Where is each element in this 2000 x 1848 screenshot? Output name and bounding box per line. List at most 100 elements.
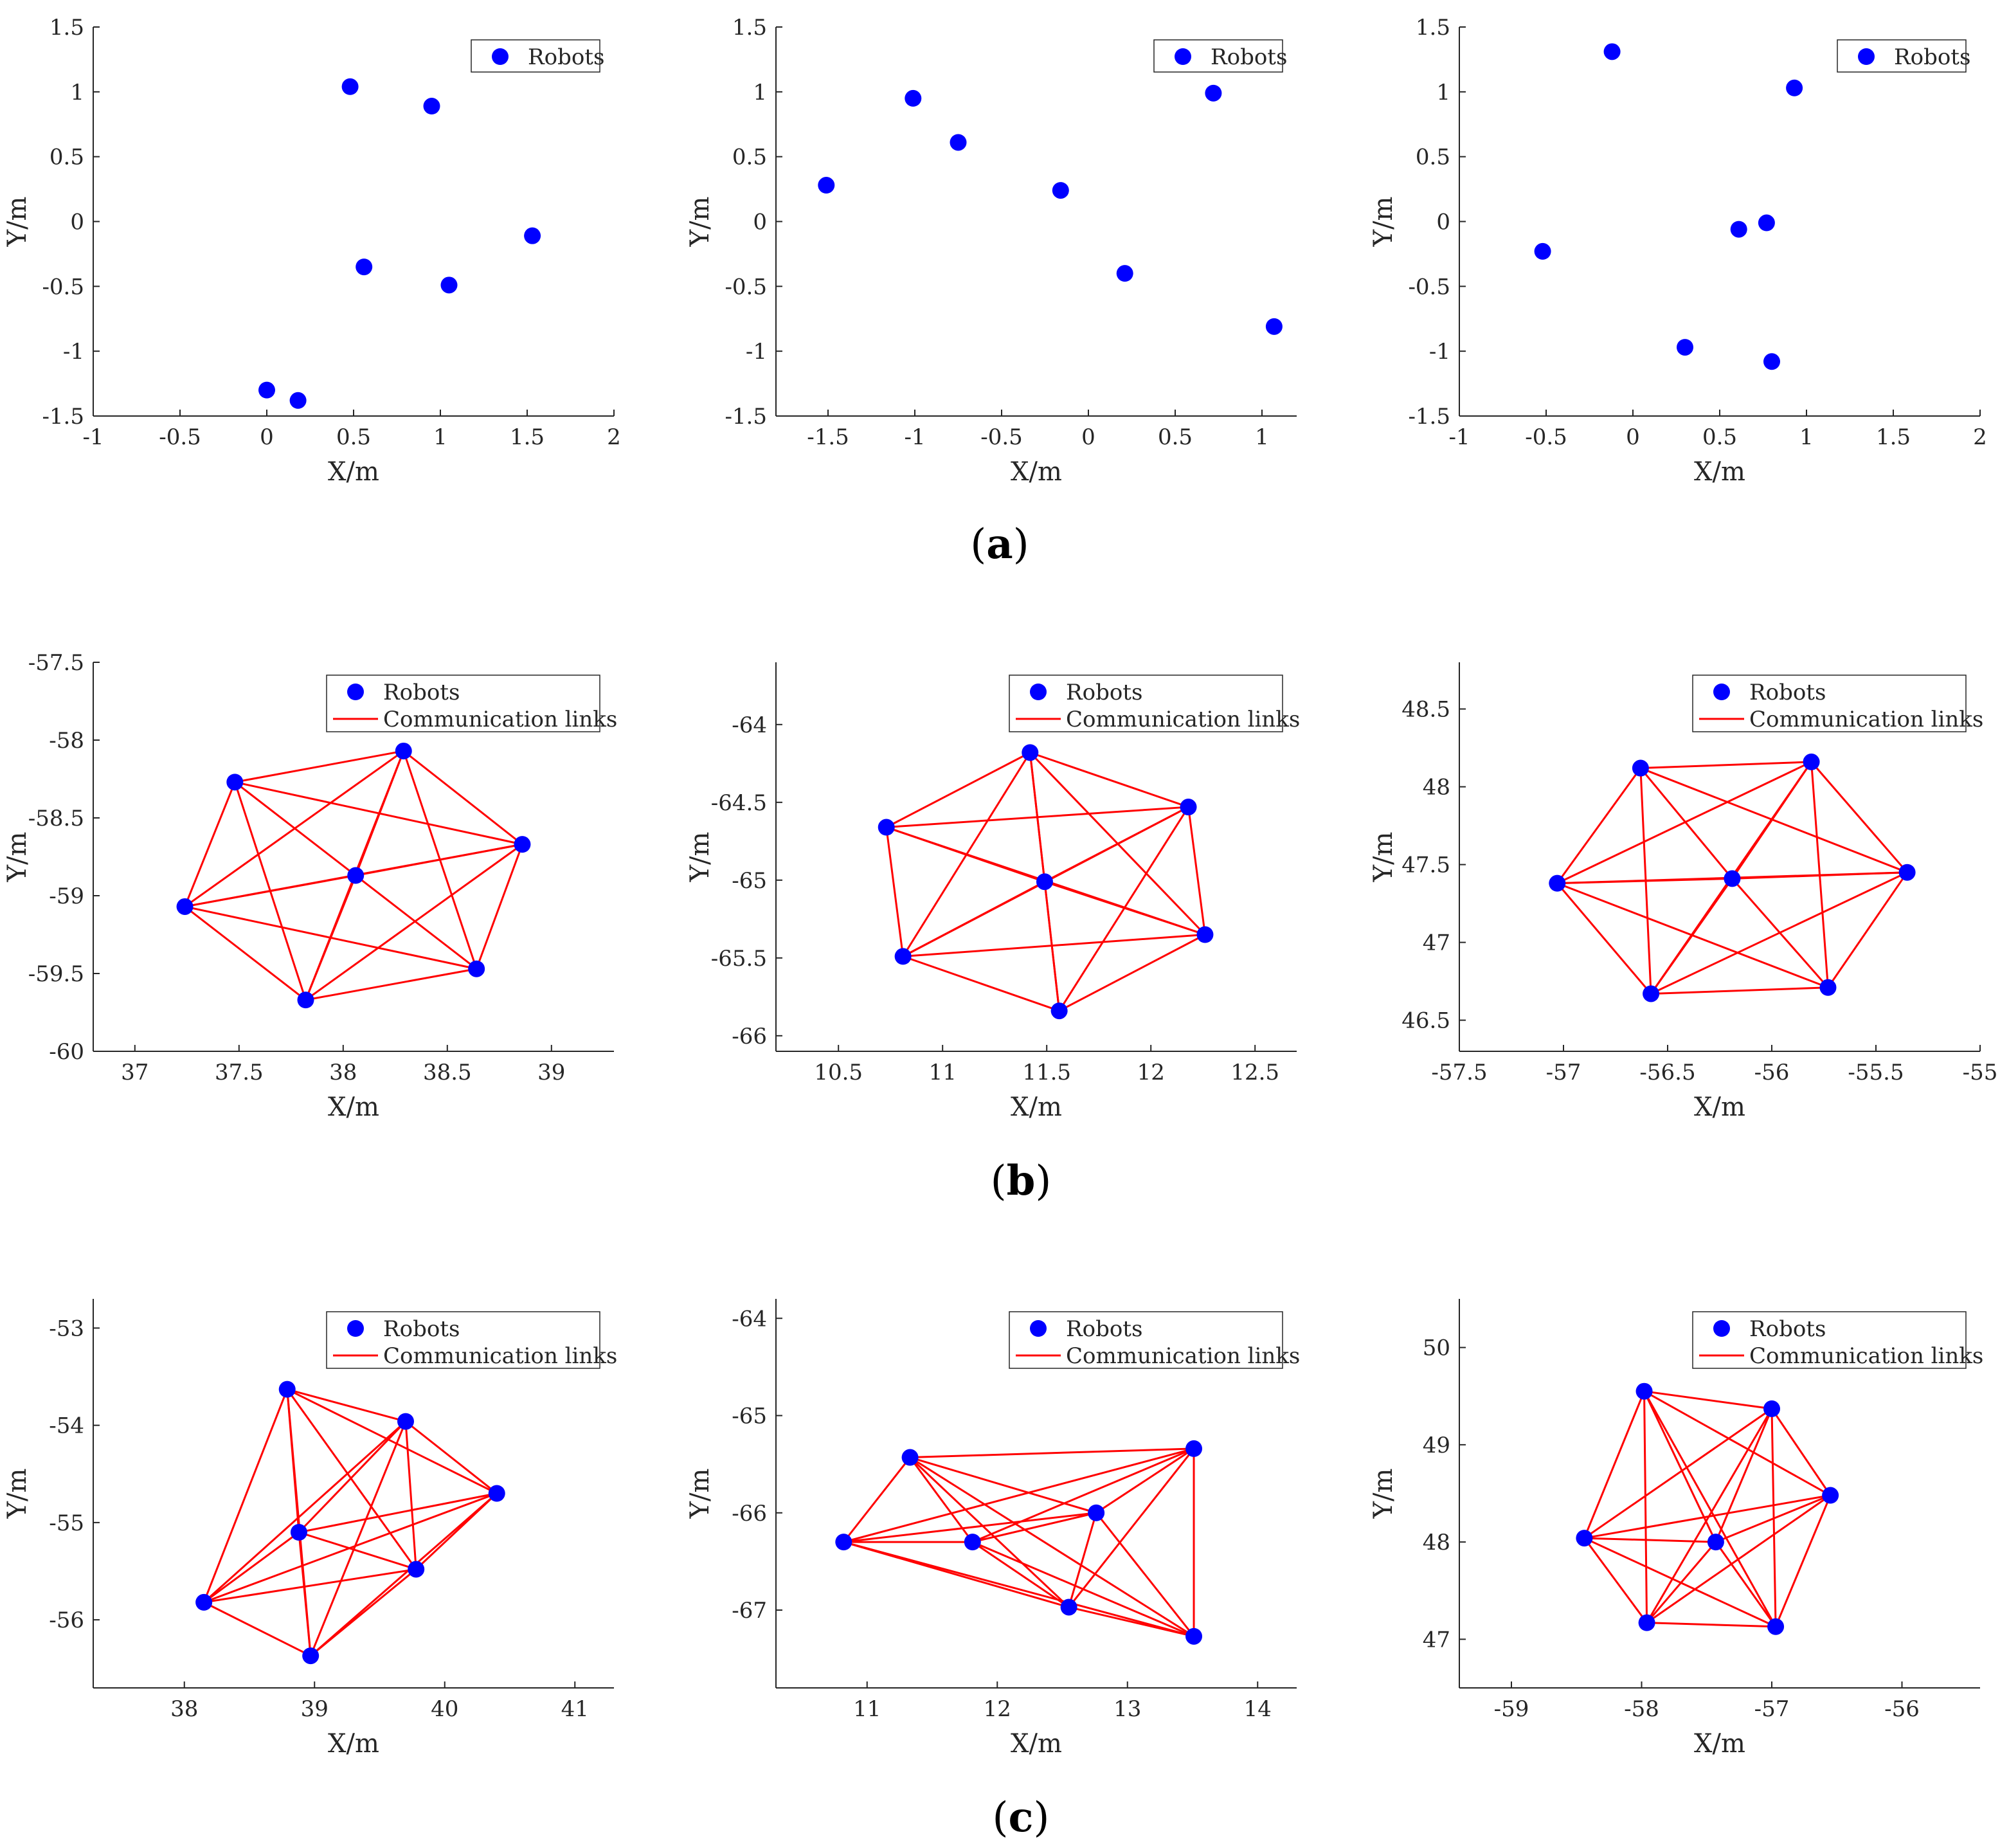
- robot-marker: [397, 1413, 414, 1430]
- communication-link: [1583, 1408, 1772, 1539]
- legend-entry: Robots: [528, 44, 604, 70]
- x-tick-label: 40: [431, 1696, 458, 1722]
- x-tick-label: 14: [1244, 1696, 1272, 1722]
- robot-marker: [423, 98, 440, 115]
- robot-marker: [1803, 753, 1820, 770]
- y-tick-label: -1.5: [1408, 404, 1450, 430]
- legend-robot-marker: [492, 48, 509, 65]
- legend-entry: Robots: [1211, 44, 1287, 70]
- robot-marker: [226, 774, 244, 791]
- communication-link: [1651, 986, 1828, 995]
- y-tick-label: 1: [70, 80, 84, 105]
- y-tick-label: -58: [49, 728, 84, 754]
- y-tick-label: 0.5: [732, 145, 767, 170]
- legend: Robots: [471, 39, 604, 73]
- x-tick-label: 12: [984, 1696, 1011, 1722]
- y-tick-label: -55: [49, 1510, 84, 1536]
- legend-entry: Robots: [1066, 1316, 1142, 1342]
- robot-marker: [1052, 182, 1069, 199]
- x-tick-label: 12.5: [1230, 1060, 1279, 1085]
- x-tick-label: 0.5: [1702, 424, 1737, 450]
- legend: Robots: [1837, 39, 1970, 73]
- legend-box: [1009, 1311, 1283, 1369]
- legend-entry: Communication links: [383, 1343, 617, 1369]
- x-tick-label: 38: [329, 1060, 357, 1085]
- row-label-c: (c): [993, 1793, 1050, 1842]
- robot-marker: [964, 1534, 981, 1551]
- communication-link: [1068, 1512, 1097, 1608]
- communication-link: [972, 1512, 1097, 1543]
- x-tick-label: -1.5: [807, 424, 849, 450]
- robot-marker: [289, 392, 307, 409]
- legend-box: [326, 1311, 600, 1369]
- legend-robot-marker: [347, 684, 364, 700]
- y-tick-label: -65: [732, 868, 767, 894]
- robot-marker: [1730, 221, 1747, 238]
- robot-marker: [524, 227, 541, 244]
- communication-link: [1774, 1494, 1832, 1627]
- chart-panel-6: -57.5 -57 -56.5 -56 -55.5 -55 46.5 47 47.5 48 48.5…: [1369, 662, 1997, 1122]
- communication-link: [1715, 1408, 1773, 1543]
- communication-link: [1584, 1494, 1831, 1539]
- legend-entry: Communication links: [1066, 707, 1300, 732]
- communication-link: [1583, 1537, 1776, 1628]
- robot-marker: [1677, 339, 1693, 356]
- robot-marker: [1786, 79, 1803, 96]
- y-tick-label: -64.5: [711, 790, 767, 816]
- x-tick-label: 41: [561, 1696, 589, 1722]
- paren-open: (: [991, 1157, 1007, 1205]
- x-axis-label: X/m: [328, 457, 379, 487]
- communication-link: [1583, 1537, 1648, 1624]
- legend-robot-marker: [1175, 48, 1191, 65]
- y-axis-label: Y/m: [685, 832, 715, 883]
- communication-link: [1095, 1447, 1194, 1514]
- robot-marker: [1638, 1614, 1655, 1631]
- communication-link: [305, 843, 523, 1001]
- communication-link: [1640, 767, 1908, 874]
- row-letter: c: [1009, 1793, 1034, 1842]
- robot-marker: [176, 898, 194, 915]
- robot-marker: [835, 1534, 852, 1551]
- robot-marker: [408, 1561, 425, 1578]
- communication-link: [1715, 1541, 1777, 1627]
- communication-link: [355, 874, 478, 970]
- communication-link: [298, 1492, 498, 1534]
- y-tick-label: 0: [70, 210, 84, 235]
- legend-box: [326, 675, 600, 732]
- robot-marker: [818, 177, 835, 194]
- robot-marker: [1022, 744, 1039, 761]
- communication-link: [886, 806, 1189, 829]
- x-tick-label: 12: [1137, 1060, 1165, 1085]
- x-tick-label: 13: [1113, 1696, 1141, 1722]
- robot-marker: [514, 836, 531, 853]
- x-tick-label: 2: [607, 424, 621, 450]
- robot-marker: [195, 1593, 213, 1611]
- communication-link: [1810, 761, 1908, 873]
- x-tick-label: 0: [1081, 424, 1095, 450]
- communication-link: [1095, 1512, 1195, 1637]
- paren-open: (: [993, 1794, 1009, 1842]
- communication-link: [309, 1421, 407, 1656]
- chart-panel-8: 11 12 13 14 -67 -66 -65 -64 X/m Y/m RobotsCommunic…: [685, 1299, 1300, 1759]
- robot-marker: [1060, 1599, 1077, 1616]
- robot-marker: [297, 992, 314, 1009]
- chart-panel-1: -1 -0.5 0 0.5 1 1.5 2-1.5-1-0.500.511.5X/mY/mR…: [3, 15, 621, 487]
- y-tick-label: -56: [49, 1608, 84, 1633]
- chart-panel-4: 37 37.5 38 38.5 39 -60 -59.5 -59 -58.5 -58 -57.5 X/…: [3, 650, 617, 1122]
- x-tick-label: 39: [537, 1060, 565, 1085]
- legend-entry: Communication links: [1749, 1343, 1983, 1369]
- x-axis-label: X/m: [328, 1729, 379, 1759]
- y-tick-label: 1: [1436, 80, 1450, 105]
- communication-link: [909, 1456, 1194, 1638]
- x-tick-label: 0: [1626, 424, 1640, 450]
- row-letter: a: [986, 520, 1013, 568]
- robot-marker: [1205, 84, 1222, 102]
- robot-marker: [1763, 1400, 1780, 1417]
- x-tick-label: 37.5: [215, 1060, 264, 1085]
- communication-link: [287, 1388, 498, 1494]
- y-tick-label: 1.5: [732, 15, 767, 41]
- communication-link: [1643, 1390, 1831, 1496]
- communication-link: [1646, 1494, 1831, 1624]
- robot-marker: [1576, 1530, 1593, 1547]
